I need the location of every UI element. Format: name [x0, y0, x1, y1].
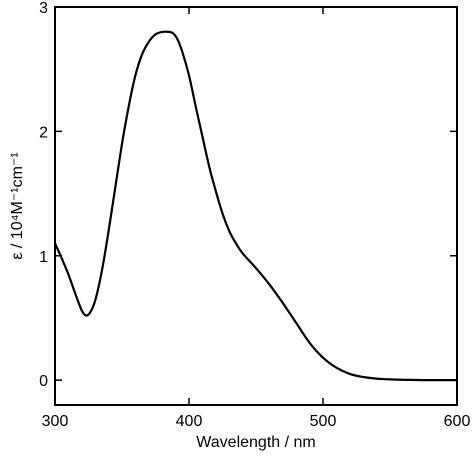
- y-tick-label: 1: [39, 249, 48, 266]
- y-tick-label: 2: [39, 124, 48, 141]
- x-tick-label: 600: [444, 413, 471, 430]
- x-axis-ticks: 300 400 500 600: [42, 7, 471, 430]
- plot-frame: [54, 6, 458, 406]
- x-tick-label: 300: [42, 413, 69, 430]
- x-tick-label: 400: [176, 413, 203, 430]
- y-tick-label: 0: [39, 373, 48, 390]
- x-tick-label: 500: [310, 413, 337, 430]
- y-tick-label: 3: [39, 0, 48, 17]
- y-axis-title: ε / 10⁴M⁻¹cm⁻¹: [9, 152, 26, 259]
- x-axis-title: Wavelength / nm: [196, 434, 315, 451]
- y-axis-ticks: 0 1 2 3: [39, 0, 457, 390]
- series-line: [53, 30, 459, 382]
